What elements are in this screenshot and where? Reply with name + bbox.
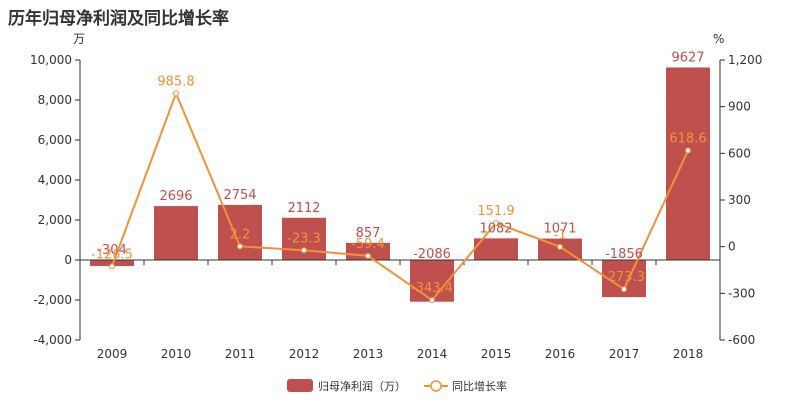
- x-tick-label: 2014: [417, 347, 448, 361]
- bar-value-label: 2696: [159, 189, 192, 204]
- growth-value-label: -126.5: [91, 247, 133, 262]
- x-tick-label: 2013: [353, 347, 384, 361]
- x-tick-label: 2010: [161, 347, 192, 361]
- growth-value-label: 618.6: [669, 131, 706, 146]
- x-tick-label: 2011: [225, 347, 256, 361]
- bar-value-label: 1082: [479, 221, 512, 236]
- growth-value-label: 985.8: [157, 74, 194, 89]
- right-tick-label: 900: [728, 100, 751, 114]
- growth-point: [557, 243, 563, 250]
- right-tick-label: 300: [728, 193, 751, 207]
- bar: [90, 260, 134, 267]
- x-tick-label: 2017: [609, 347, 640, 361]
- legend-line-marker: [430, 380, 442, 392]
- right-tick-label: 600: [728, 146, 751, 160]
- bar-value-label: 9627: [671, 50, 704, 65]
- left-tick-label: 2,000: [38, 213, 72, 227]
- bar: [474, 238, 518, 260]
- right-tick-label: 0: [728, 240, 736, 254]
- growth-value-label: -23.3: [287, 231, 321, 246]
- growth-point: [685, 147, 691, 154]
- growth-point: [237, 243, 243, 250]
- growth-point: [493, 220, 499, 227]
- legend-bar-label: 归母净利润（万）: [318, 379, 406, 393]
- x-tick-label: 2016: [545, 347, 576, 361]
- growth-value-label: 2.2: [230, 227, 251, 242]
- bar: [410, 260, 454, 302]
- left-tick-label: 10,000: [30, 53, 72, 67]
- x-tick-label: 2012: [289, 347, 320, 361]
- bar: [154, 206, 198, 260]
- bar: [666, 67, 710, 261]
- growth-point: [621, 286, 627, 293]
- growth-point: [365, 252, 371, 259]
- growth-point: [173, 90, 179, 97]
- x-tick-label: 2018: [673, 347, 704, 361]
- growth-point: [109, 263, 115, 270]
- growth-value-label: -343.4: [411, 281, 453, 296]
- right-tick-label: 1,200: [728, 53, 762, 67]
- left-tick-label: 6,000: [38, 133, 72, 147]
- growth-value-label: -273.3: [603, 270, 645, 285]
- growth-value-label: -59.4: [351, 237, 385, 252]
- left-axis-unit: 万: [73, 32, 85, 46]
- bar-value-label: 2754: [223, 188, 256, 203]
- bar: [218, 204, 262, 260]
- bar-value-label: 1071: [543, 222, 576, 237]
- bar-value-label: 857: [356, 226, 381, 241]
- right-axis-unit: %: [713, 32, 724, 46]
- bar-value-label: -304: [97, 243, 127, 258]
- chart-title: 历年归母净利润及同比增长率: [8, 9, 229, 29]
- left-tick-label: 4,000: [38, 173, 72, 187]
- growth-point: [429, 297, 435, 304]
- bar-value-label: 2112: [287, 201, 320, 216]
- growth-value-label: 151.9: [477, 204, 514, 219]
- bar-value-label: -2086: [413, 247, 451, 262]
- left-tick-label: 0: [64, 253, 72, 267]
- legend-line-label: 同比增长率: [452, 379, 507, 393]
- right-tick-label: -300: [728, 286, 755, 300]
- left-tick-label: -2,000: [33, 293, 72, 307]
- left-tick-label: -4,000: [33, 333, 72, 347]
- growth-point: [301, 247, 307, 254]
- left-tick-label: 8,000: [38, 93, 72, 107]
- right-tick-label: -600: [728, 333, 755, 347]
- legend-bar-swatch: [287, 379, 313, 392]
- x-tick-label: 2015: [481, 347, 512, 361]
- x-tick-label: 2009: [97, 347, 128, 361]
- bar-value-label: -1856: [605, 247, 643, 262]
- growth-value-label: -1: [554, 228, 567, 243]
- growth-line: [111, 90, 689, 302]
